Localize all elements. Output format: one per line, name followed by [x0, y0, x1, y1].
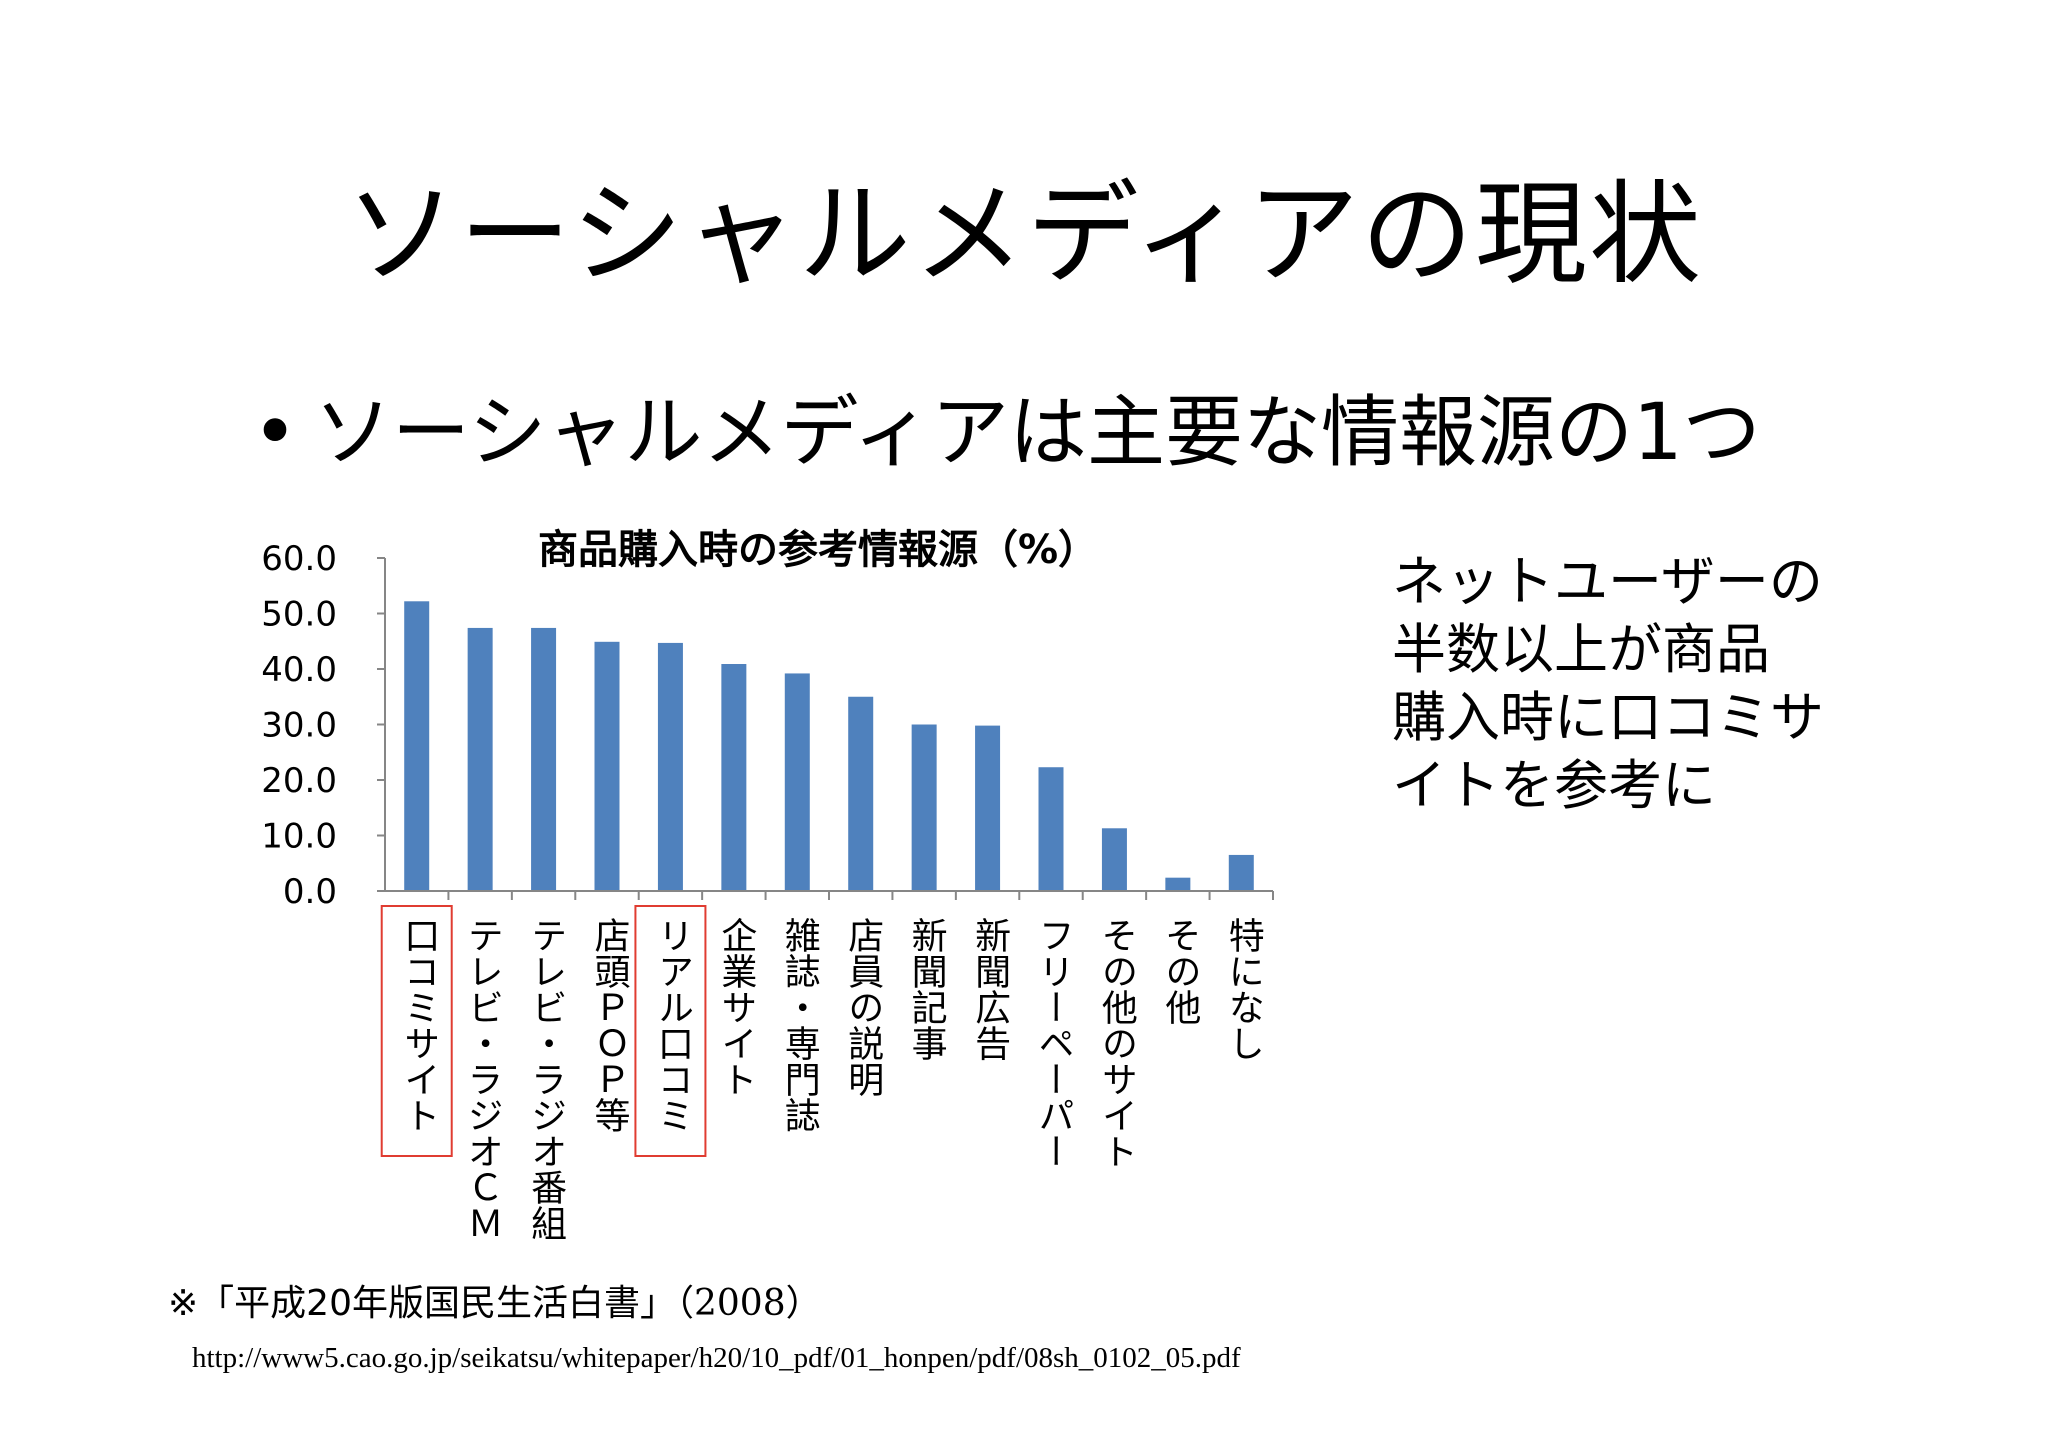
bar [657, 642, 683, 891]
bar-chart: 商品購入時の参考情報源（%） 0.0 10.0 20.0 30.0 40.0 50.0 60… [261, 527, 1274, 1241]
y-tick-label: 40.0 [261, 650, 337, 690]
bar [1228, 854, 1254, 891]
side-note: ネットユーザーの 半数以上が商品 購入時に口コミサ イトを参考に [1392, 548, 1852, 820]
bar [721, 664, 747, 891]
highlight-box [634, 905, 707, 1157]
x-tick-label: 口コミサイト [398, 917, 439, 1133]
x-tick-label: 店頭ＰＯＰ等 [589, 917, 630, 1133]
x-tick-label: 店員の説明 [842, 917, 883, 1097]
bar [911, 724, 937, 891]
side-note-line: 半数以上が商品 [1392, 618, 1770, 681]
source-url: http://www5.cao.go.jp/seikatsu/whitepape… [192, 1342, 1241, 1374]
bar [1038, 767, 1064, 891]
x-tick-label: その他のサイト [1096, 917, 1138, 1169]
bar [1165, 877, 1191, 891]
y-tick-label: 10.0 [261, 817, 337, 857]
bar [975, 725, 1001, 891]
highlight-box [380, 905, 453, 1157]
source-year: （2008） [675, 1283, 822, 1324]
side-note-line: イトを参考に [1392, 754, 1716, 817]
source-title: ※「平成20年版国民生活白書」 [168, 1283, 676, 1324]
bullet-point: • [252, 388, 299, 478]
x-tick-label: 新聞広告 [969, 917, 1010, 1061]
x-tick-label: 雑誌・専門誌 [779, 917, 820, 1133]
bars [404, 601, 1254, 891]
bullet-item: • ソーシャルメディアは主要な情報源の1つ [252, 388, 1761, 478]
x-tick-label: フリーペーパー [1033, 917, 1074, 1169]
bullet-text: ソーシャルメディアは主要な情報源の1つ [314, 388, 1761, 478]
x-axis: 口コミサイト テレビ・ラジオＣＭ テレビ・ラジオ番組 店頭ＰＯＰ等 リアル口コミ 企業サイ… [385, 890, 1274, 1241]
side-note-line: ネットユーザーの [1392, 550, 1823, 613]
x-tick-label: テレビ・ラジオＣＭ [462, 917, 503, 1241]
slide-title: ソーシャルメディアの現状 [345, 170, 1703, 300]
x-tick-label: リアル口コミ [652, 917, 693, 1133]
y-tick-label: 30.0 [261, 706, 337, 746]
y-tick-label: 50.0 [261, 595, 337, 635]
side-note-line: 購入時に口コミサ [1392, 686, 1824, 749]
bar [404, 601, 430, 891]
y-tick-label: 20.0 [261, 761, 337, 801]
source-citation: ※「平成20年版国民生活白書」（2008） [168, 1282, 822, 1326]
y-tick-label: 60.0 [261, 539, 337, 579]
y-tick-label: 0.0 [283, 872, 337, 912]
bar [467, 627, 493, 891]
x-tick-label: 特になし [1223, 917, 1264, 1061]
chart-title: 商品購入時の参考情報源（%） [538, 527, 1098, 573]
y-axis: 0.0 10.0 20.0 30.0 40.0 50.0 60.0 [261, 539, 386, 912]
x-tick-label: 企業サイト [715, 917, 756, 1097]
x-tick-label: テレビ・ラジオ番組 [525, 917, 566, 1241]
x-tick-label: 新聞記事 [906, 917, 947, 1061]
bar [1101, 828, 1127, 891]
highlights [380, 905, 707, 1157]
bar [784, 673, 810, 891]
bar [848, 696, 874, 891]
x-tick-label: その他 [1159, 917, 1201, 1025]
bar [594, 641, 620, 891]
bar [531, 627, 557, 891]
